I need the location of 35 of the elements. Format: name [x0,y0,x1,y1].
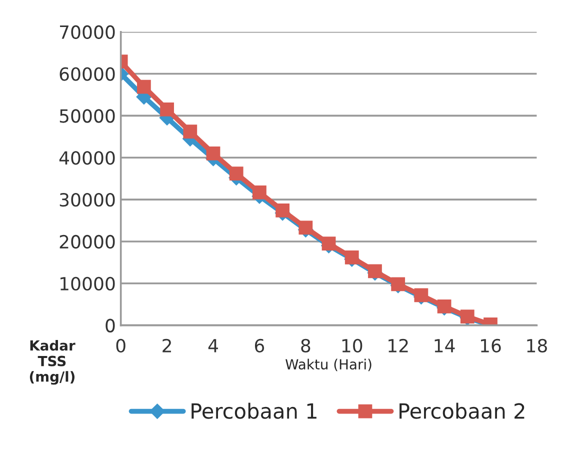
y-tick-label: 50000 [60,109,115,123]
y-tick-label: 0 [106,318,115,332]
point [160,102,174,116]
x-tick-label: 10 [342,338,362,352]
legend-label: Percobaan 2 [400,402,524,419]
legend-label: Percobaan 1 [192,402,316,419]
y-tick-label: 70000 [60,25,115,39]
point [414,288,428,302]
point [136,80,151,94]
x-tick-label: 14 [434,339,455,352]
point [206,146,220,160]
y-tick-label: 30000 [60,193,115,207]
y-axis-title: Kadar TSS (mg/l) [30,340,76,385]
x-tick-label: 0 [116,338,126,352]
point [229,166,244,180]
point [183,124,198,139]
y-tick-label: 10000 [60,276,115,291]
y-tick-label: 60000 [60,67,115,81]
point [322,236,336,251]
y-tick-label: 40000 [59,151,115,165]
point [368,264,382,278]
x-tick-label: 2 [162,338,171,352]
x-tick-label: 18 [527,338,547,352]
y-tick-label: 20000 [60,234,115,249]
x-tick-label: 6 [254,338,264,352]
point [252,185,266,200]
point [344,250,359,264]
x-tick-label: 8 [301,338,310,352]
x-tick-label: 12 [388,338,408,352]
x-axis-title: Waktu (Hari) [286,358,372,372]
x-tick-label: 4 [208,339,218,352]
point [276,204,290,218]
point [437,300,452,314]
point [298,220,313,235]
x-tick-label: 16 [480,338,501,352]
